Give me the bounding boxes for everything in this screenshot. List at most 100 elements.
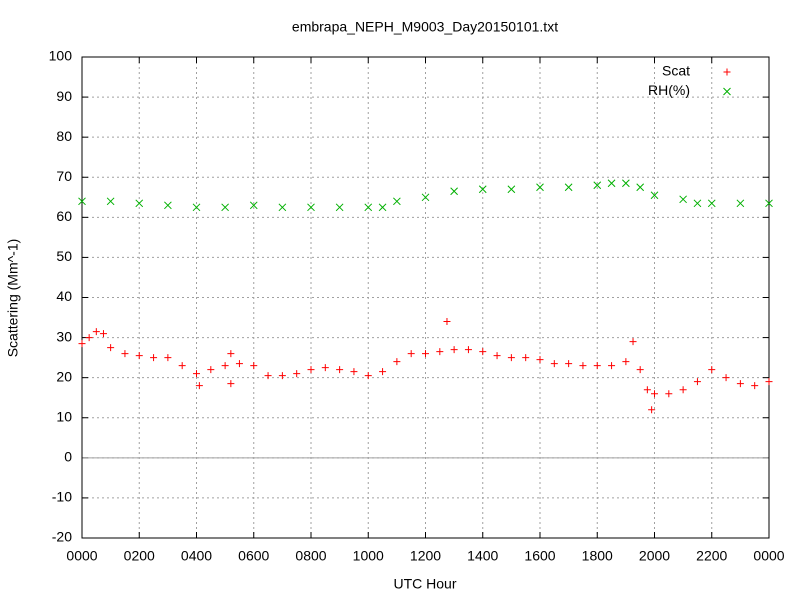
x-tick-label: 1400 [467,548,498,564]
data-point [579,362,587,370]
y-tick-label: 10 [56,408,72,424]
x-tick-label: 0200 [124,548,155,564]
data-point [650,191,659,200]
y-tick-label: 100 [49,48,73,64]
data-point [507,185,516,194]
data-point [679,195,687,204]
data-point [227,380,235,388]
x-tick-label: 0400 [181,548,212,564]
y-tick-label: 50 [56,248,72,264]
data-point [443,318,451,326]
data-point [164,201,172,210]
data-point [106,197,115,206]
data-point [651,390,658,398]
x-tick-label: 1800 [582,548,613,564]
data-point [665,390,673,398]
data-point [78,197,86,206]
data-point [78,340,86,348]
data-point [278,372,286,380]
data-point [708,366,716,374]
y-tick-label: 60 [56,208,72,224]
data-point [464,346,472,354]
data-point [450,187,458,196]
data-point [207,366,215,374]
legend-marker [723,87,731,96]
y-tick-label: 70 [56,168,72,184]
data-point [195,382,203,390]
x-tick-label: 1600 [524,548,555,564]
data-point [436,348,444,356]
data-point [550,360,558,368]
data-point [335,203,344,212]
data-point [608,362,616,370]
data-point [193,370,200,378]
x-tick-label: 2200 [696,548,727,564]
data-point [493,352,501,360]
data-point [765,378,773,386]
y-tick-label: -20 [52,529,72,545]
data-point [221,203,229,212]
data-point [393,197,401,206]
data-point [364,372,372,380]
x-tick-label: 0600 [238,548,269,564]
data-point [636,366,644,374]
data-point [364,203,373,212]
data-point [249,201,258,210]
data-point [736,199,745,208]
data-point [607,179,616,188]
data-point [478,185,487,194]
x-tick-label: 0000 [753,548,784,564]
legend-label: Scat [662,63,690,79]
data-point [307,203,315,212]
data-point [751,382,759,390]
data-point [293,370,301,378]
data-point [178,362,186,370]
data-point [121,350,129,358]
x-tick-label: 1200 [410,548,441,564]
y-tick-label: 30 [56,328,72,344]
data-point [648,406,656,414]
data-point [565,360,573,368]
y-tick-label: 40 [56,288,72,304]
data-point [629,338,637,346]
data-point [736,380,744,388]
data-point [321,364,329,372]
data-point [192,203,201,212]
plot-border [81,56,770,539]
data-point [235,360,243,368]
data-point [693,199,702,208]
data-point [536,183,544,192]
data-point [707,199,716,208]
data-point [643,386,651,394]
data-point [379,368,387,376]
data-point [250,362,258,370]
data-point [522,354,530,362]
data-point [479,348,487,356]
data-point [92,328,100,336]
data-point [679,386,687,394]
data-point [622,179,630,188]
data-point [150,354,158,362]
y-tick-label: 0 [64,449,72,465]
data-point [85,334,93,342]
data-point [693,378,701,386]
data-point [450,346,458,354]
y-tick-label: 20 [56,368,72,384]
data-point [564,183,573,192]
data-point [107,344,115,352]
data-point [264,372,272,380]
y-tick-label: 90 [56,88,72,104]
x-tick-label: 0800 [295,548,326,564]
chart-title: embrapa_NEPH_M9003_Day20150101.txt [292,19,558,35]
data-point [221,362,229,370]
data-point [421,193,430,202]
x-tick-label: 1000 [353,548,384,564]
x-tick-label: 2000 [639,548,670,564]
legend-label: RH(%) [648,82,690,98]
y-tick-label: -10 [52,489,72,505]
data-point [507,354,515,362]
data-point [350,368,358,376]
data-point [278,203,287,212]
data-point [622,358,630,366]
